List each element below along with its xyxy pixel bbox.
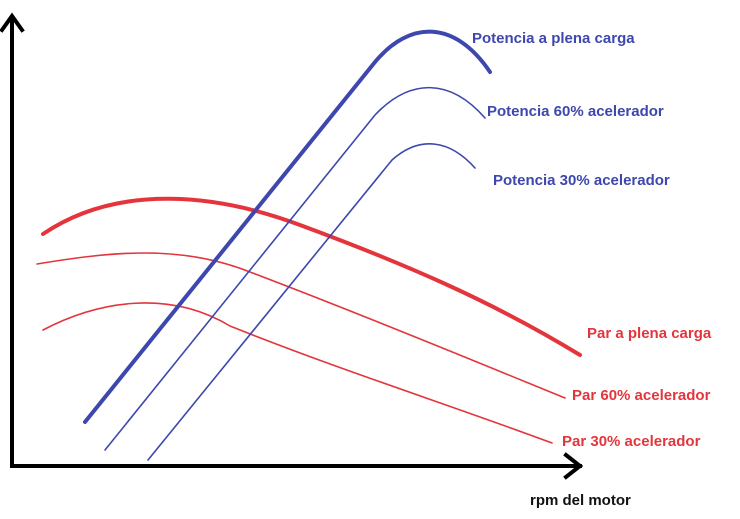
torque-60-curve: [36, 252, 566, 399]
power-full-load-curve: [83, 29, 492, 424]
torque-full-load-curve: [41, 196, 582, 357]
power-full-load-label: Potencia a plena carga: [472, 30, 635, 47]
power-60-label: Potencia 60% acelerador: [487, 103, 664, 120]
x-axis-arrow: [563, 452, 584, 480]
power-60-curve: [104, 86, 486, 451]
power-30-curve: [147, 143, 476, 461]
power-30-label: Potencia 30% acelerador: [493, 172, 670, 189]
axes: [0, 12, 584, 480]
x-axis-label: rpm del motor: [530, 492, 631, 509]
torque-60-label: Par 60% acelerador: [572, 387, 711, 404]
torque-30-curve: [42, 302, 553, 444]
y-axis-arrow: [0, 12, 25, 33]
torque-full-load-label: Par a plena carga: [587, 325, 712, 342]
torque-30-label: Par 30% acelerador: [562, 433, 701, 450]
